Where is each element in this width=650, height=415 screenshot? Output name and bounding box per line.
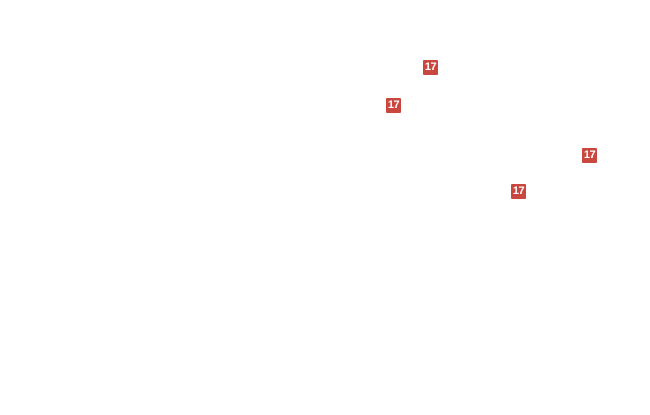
temperature-marker-badge[interactable]: 17 <box>423 60 438 75</box>
temperature-marker-badge[interactable]: 17 <box>582 148 597 163</box>
temperature-marker-badge[interactable]: 17 <box>511 184 526 199</box>
temperature-marker-badge[interactable]: 17 <box>386 98 401 113</box>
